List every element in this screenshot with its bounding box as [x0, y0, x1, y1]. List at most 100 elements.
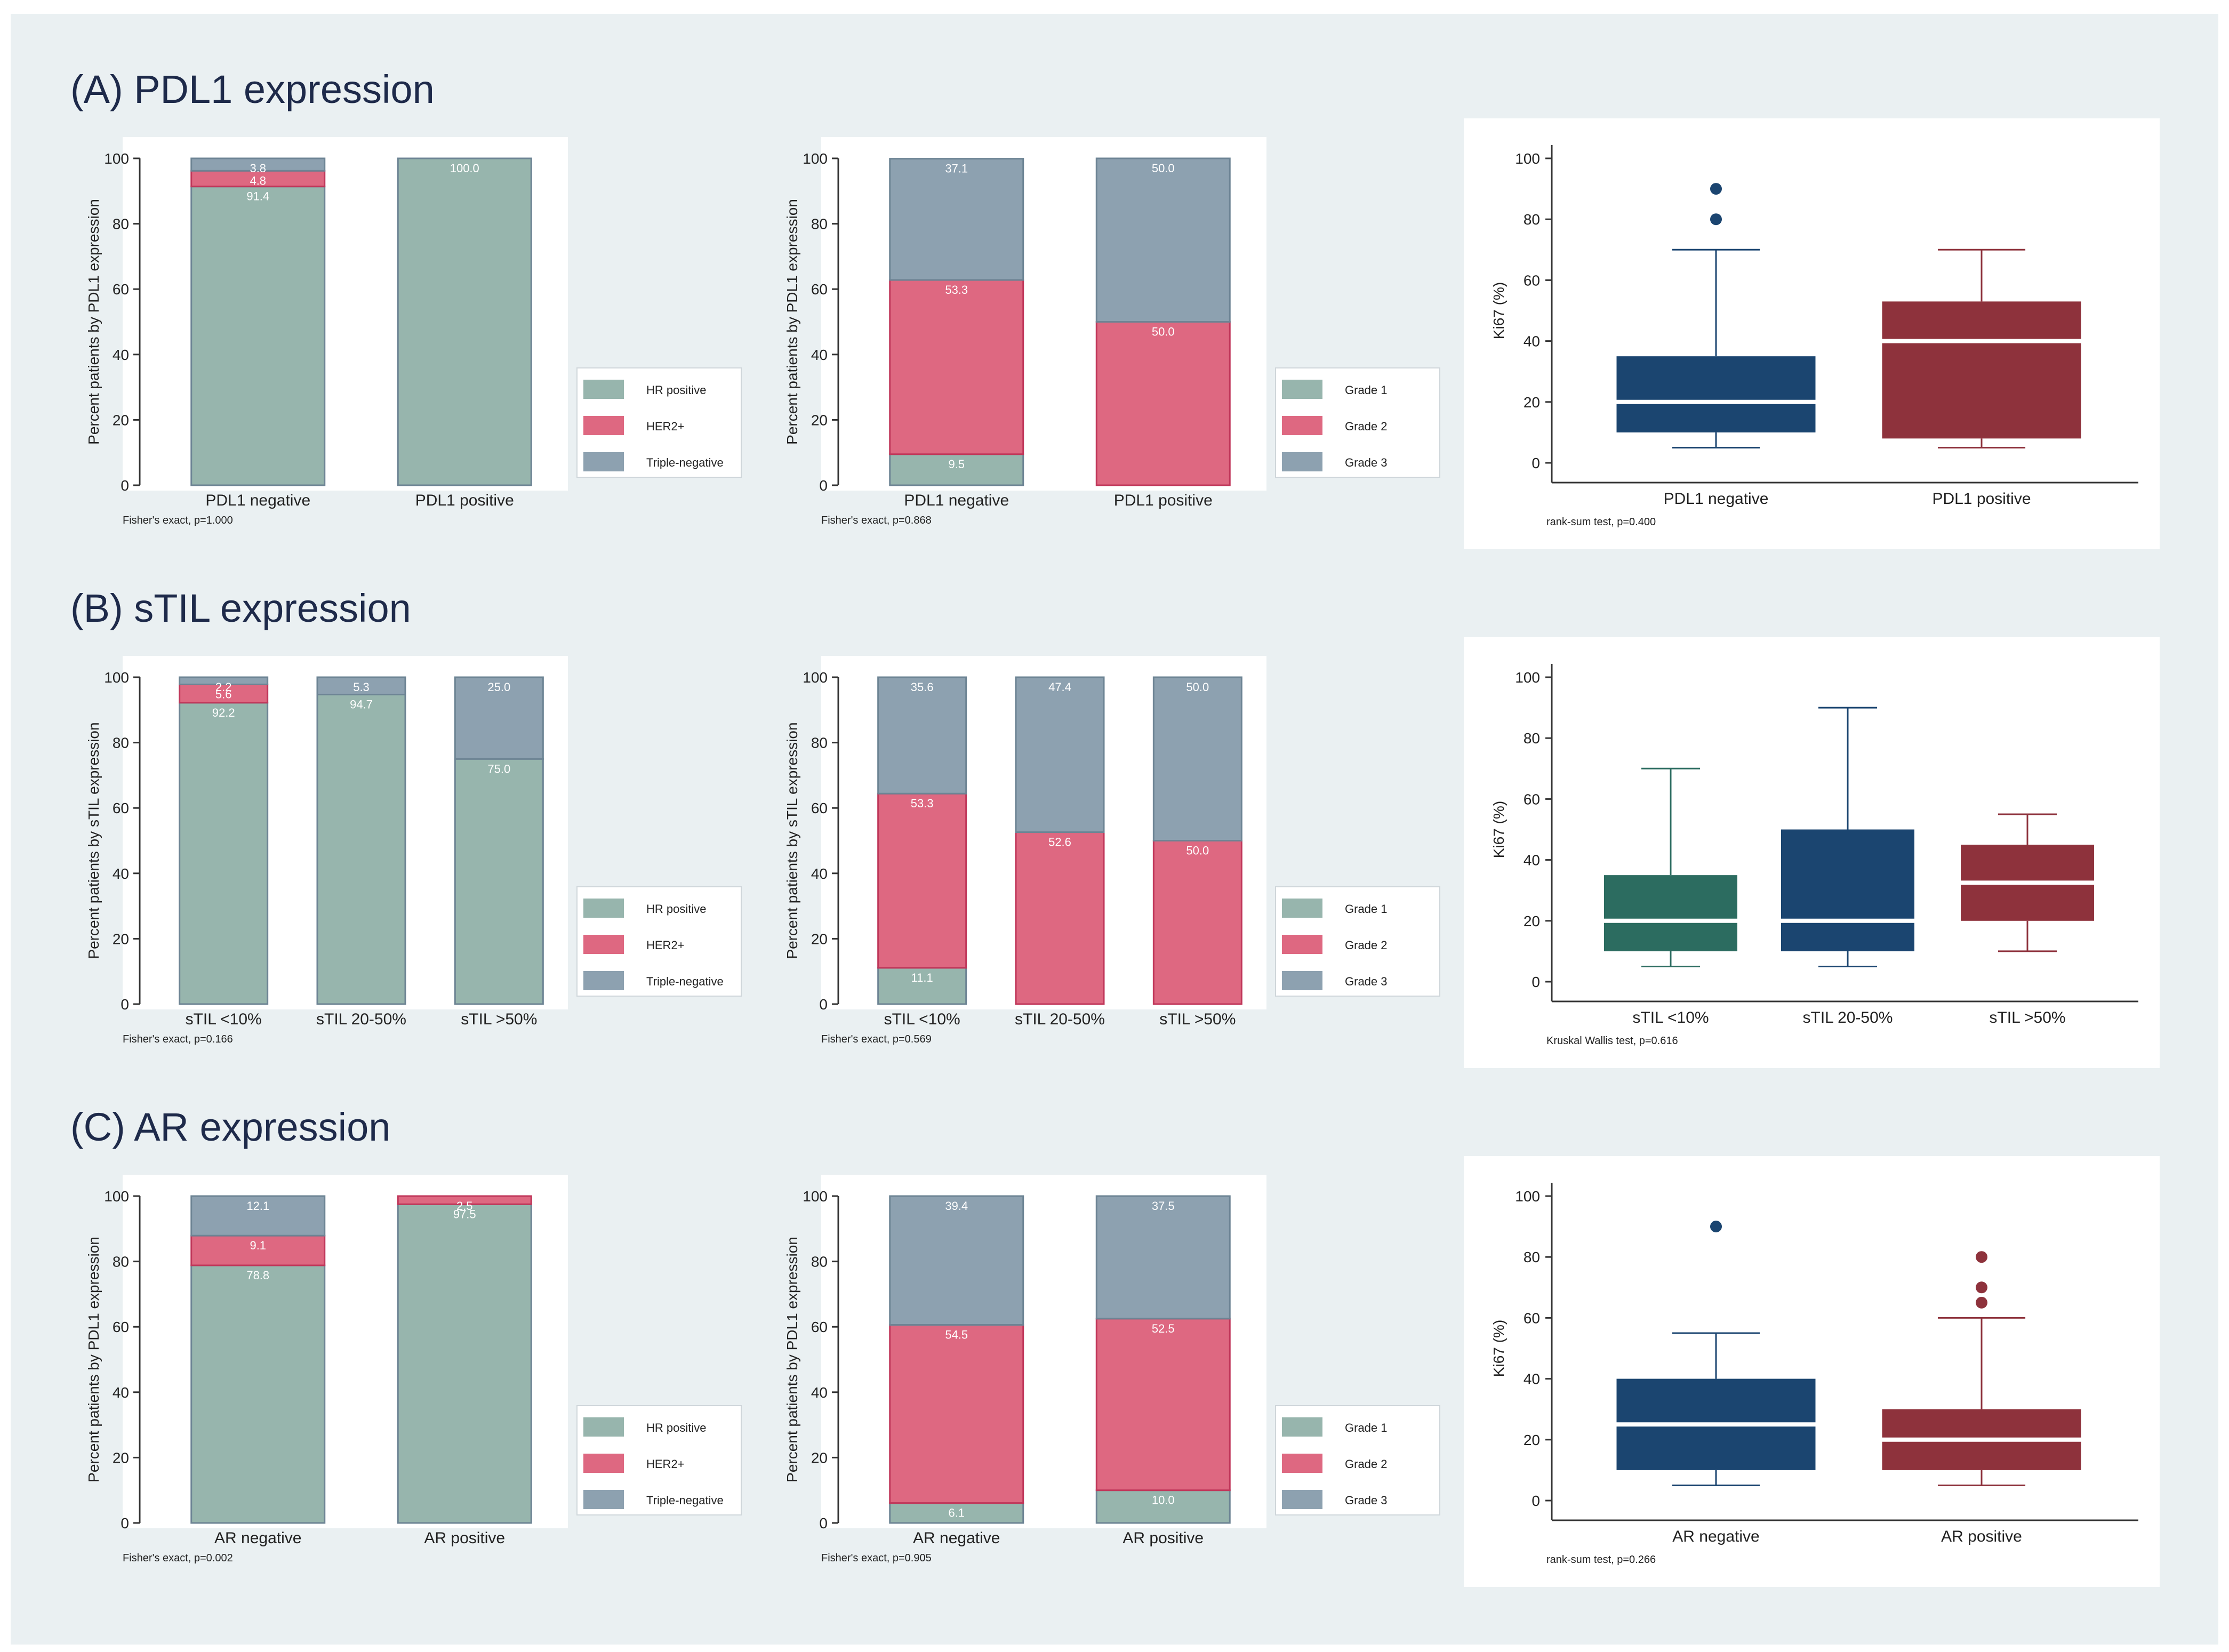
outlier-point — [1710, 213, 1722, 226]
bar-segment — [1152, 676, 1242, 841]
outlier-point — [1976, 1296, 1987, 1309]
y-tick-label: 20 — [113, 412, 129, 428]
bar-segment — [397, 1203, 532, 1524]
legend-label: Grade 1 — [1345, 1421, 1388, 1434]
legend-label: Grade 3 — [1345, 1494, 1388, 1507]
section-title: (B) sTIL expression — [70, 586, 411, 630]
x-tick-label: PDL1 positive — [1114, 492, 1213, 509]
y-tick-label: 0 — [121, 477, 129, 494]
y-axis-label: Ki67 (%) — [1490, 801, 1507, 858]
y-tick-label: 100 — [1515, 1188, 1540, 1205]
y-tick-label: 60 — [113, 1319, 129, 1335]
bar-value-label: 75.0 — [487, 762, 510, 775]
y-tick-label: 0 — [1532, 455, 1540, 471]
bar-value-label: 47.4 — [1048, 680, 1071, 694]
bar-segment — [889, 453, 1024, 486]
legend-label: HR positive — [646, 1421, 706, 1434]
section-title: (C) AR expression — [70, 1105, 390, 1149]
bar-value-label: 5.6 — [215, 687, 232, 701]
bar-value-label: 100.0 — [450, 162, 479, 175]
x-tick-label: sTIL >50% — [1159, 1011, 1236, 1028]
receptor-status-chart: 0 20 40 60 80 100 Percent patients by PDL1 exp… — [85, 1175, 742, 1564]
x-tick-label: sTIL 20-50% — [1803, 1009, 1893, 1027]
bar-value-label: 53.3 — [911, 797, 934, 810]
legend-swatch — [583, 971, 624, 990]
y-tick-label: 0 — [121, 996, 129, 1013]
x-tick-label: AR negative — [214, 1529, 301, 1547]
section-title: (A) PDL1 expression — [70, 67, 435, 111]
iqr-box — [1781, 829, 1914, 951]
outlier-point — [1710, 1221, 1722, 1233]
y-tick-label: 80 — [1524, 211, 1540, 228]
bar-segment — [190, 1195, 326, 1237]
test-note: Fisher's exact, p=0.002 — [123, 1552, 233, 1564]
bar-value-label: 50.0 — [1152, 325, 1175, 339]
bar-value-label: 52.6 — [1048, 836, 1071, 849]
bar-segment — [316, 676, 406, 695]
y-axis-label: Percent patients by PDL1 expression — [784, 199, 800, 445]
tumor-grade-chart: 0 20 40 60 80 100 Percent patients by PDL1 exp… — [784, 137, 1440, 526]
legend-swatch — [1282, 416, 1322, 435]
legend-label: Grade 2 — [1345, 939, 1388, 952]
bar-value-label: 78.8 — [246, 1269, 269, 1282]
y-tick-label: 40 — [811, 1384, 828, 1401]
bar-value-label: 39.4 — [945, 1199, 968, 1213]
y-tick-label: 80 — [113, 735, 129, 751]
legend-label: Grade 3 — [1345, 456, 1388, 469]
bar-segment — [190, 170, 326, 188]
legend-label: HR positive — [646, 383, 706, 397]
bar-segment — [889, 279, 1024, 455]
legend-swatch — [583, 899, 624, 918]
test-note: rank-sum test, p=0.266 — [1546, 1554, 1656, 1566]
y-tick-label: 100 — [104, 669, 129, 686]
bar-segment — [1095, 157, 1231, 323]
y-tick-label: 60 — [811, 800, 828, 816]
bar-value-label: 3.8 — [250, 162, 266, 175]
x-tick-label: sTIL <10% — [1632, 1009, 1709, 1027]
ki67-boxplot: 0 20 40 60 80 100 Ki67 (%) PDL1 negative PDL1 po… — [1464, 118, 2160, 549]
bar-segment — [889, 1195, 1024, 1326]
y-tick-label: 100 — [1515, 669, 1540, 686]
y-tick-label: 0 — [819, 477, 828, 494]
bar-value-label: 94.7 — [350, 697, 373, 711]
legend-label: Grade 3 — [1345, 975, 1388, 988]
y-tick-label: 100 — [803, 1188, 828, 1205]
bar-value-label: 97.5 — [453, 1207, 476, 1221]
y-axis-label: Ki67 (%) — [1490, 282, 1507, 339]
y-tick-label: 100 — [104, 1188, 129, 1205]
test-note: Fisher's exact, p=0.868 — [821, 515, 932, 526]
test-note: Fisher's exact, p=0.569 — [821, 1033, 932, 1045]
legend-label: Grade 2 — [1345, 420, 1388, 433]
y-tick-label: 20 — [811, 1449, 828, 1466]
test-note: rank-sum test, p=0.400 — [1546, 516, 1656, 528]
bar-segment — [1015, 676, 1105, 833]
bar-segment — [179, 683, 269, 704]
bar-segment — [190, 157, 326, 172]
y-axis-label: Percent patients by PDL1 expression — [85, 199, 102, 445]
bar-value-label: 2.5 — [456, 1199, 473, 1213]
y-tick-label: 0 — [819, 996, 828, 1013]
y-tick-label: 20 — [811, 931, 828, 947]
bar-value-label: 37.1 — [945, 162, 968, 175]
bar-segment — [316, 693, 406, 1005]
legend-label: Triple-negative — [646, 456, 724, 469]
bar-segment — [1015, 831, 1105, 1005]
bar-segment — [889, 1324, 1024, 1504]
x-tick-label: PDL1 negative — [205, 492, 310, 509]
y-tick-label: 40 — [811, 347, 828, 363]
bar-segment — [190, 1264, 326, 1524]
bar-value-label: 2.2 — [215, 680, 232, 694]
y-tick-label: 20 — [811, 412, 828, 428]
y-axis-label: Percent patients by sTIL expression — [784, 722, 800, 959]
legend-label: HER2+ — [646, 1457, 685, 1471]
x-tick-label: sTIL 20-50% — [316, 1011, 406, 1028]
legend-swatch — [583, 1417, 624, 1437]
bar-value-label: 50.0 — [1186, 680, 1209, 694]
test-note: Fisher's exact, p=0.905 — [821, 1552, 932, 1564]
legend-swatch — [1282, 935, 1322, 954]
y-tick-label: 40 — [1524, 852, 1540, 869]
y-tick-label: 80 — [1524, 730, 1540, 747]
x-tick-label: AR negative — [1672, 1528, 1759, 1545]
x-tick-label: AR positive — [1122, 1529, 1204, 1547]
y-axis-label: Percent patients by PDL1 expression — [85, 1237, 102, 1482]
